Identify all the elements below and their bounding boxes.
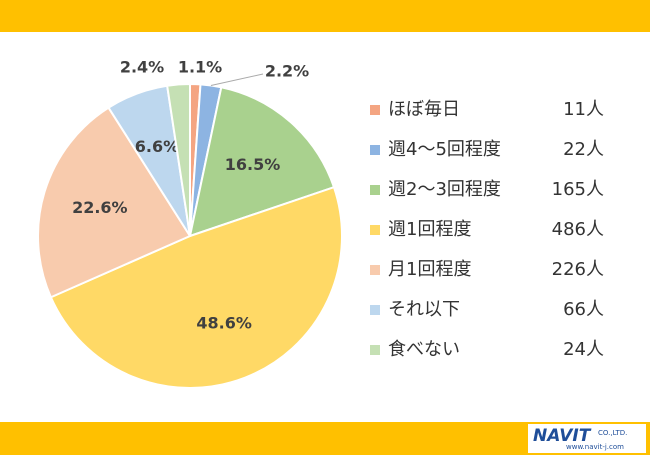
legend-swatch (370, 265, 380, 275)
data-label: 48.6% (196, 313, 252, 332)
legend-label: 食べない (388, 339, 460, 360)
legend-count: 486人 (552, 219, 604, 240)
pie-slice (37, 106, 192, 299)
pie-slice (166, 82, 191, 237)
logo-company: CO.,LTD. (598, 429, 627, 437)
legend-count: 226人 (552, 259, 604, 280)
legend-count: 66人 (563, 299, 604, 320)
legend-label: それ以下 (388, 299, 460, 320)
legend-swatch (370, 145, 380, 155)
legend-swatch (370, 185, 380, 195)
data-label: 2.4% (120, 58, 164, 77)
logo-url: www.navit-j.com (566, 443, 624, 451)
legend-count: 11人 (563, 99, 604, 120)
pie-slice (49, 185, 343, 389)
legend-count: 22人 (563, 139, 604, 160)
legend-swatch (370, 225, 380, 235)
logo: NAVIT (533, 426, 592, 446)
legend-swatch (370, 345, 380, 355)
data-label: 22.6% (72, 198, 128, 217)
data-label: 16.5% (225, 155, 281, 174)
legend-count: 24人 (563, 339, 604, 360)
data-label: 1.1% (178, 58, 222, 77)
legend-label: ほぼ毎日 (388, 99, 460, 120)
legend-label: 週4～5回程度 (388, 139, 501, 160)
legend-label: 月1回程度 (388, 259, 471, 280)
top-bar (0, 0, 650, 32)
leader-line (210, 73, 264, 86)
legend-label: 週2～3回程度 (388, 179, 501, 200)
data-label: 6.6% (135, 137, 179, 156)
legend-swatch (370, 105, 380, 115)
data-label: 2.2% (265, 62, 309, 81)
legend-swatch (370, 305, 380, 315)
logo-box (528, 424, 646, 453)
legend-count: 165人 (552, 179, 604, 200)
pie: 1.1% 2.2% 16.5% 48.6% 22.6% 6.6% 2.4% (37, 58, 343, 389)
legend-label: 週1回程度 (388, 219, 471, 240)
